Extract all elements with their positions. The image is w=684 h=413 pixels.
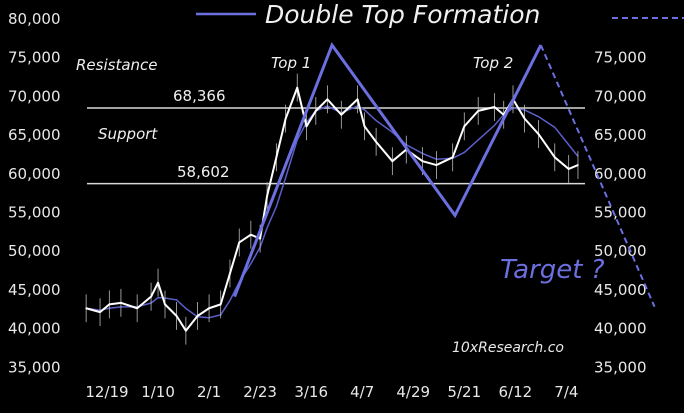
support-value: 58,602 — [177, 163, 230, 181]
y-tick-label: 50,000 — [8, 242, 61, 260]
x-tick-label: 4/7 — [350, 383, 374, 401]
price-point — [150, 295, 152, 298]
price-point — [553, 156, 556, 159]
y-tick-label-right: 65,000 — [594, 126, 647, 144]
price-point — [463, 125, 466, 128]
y-tick-label-right: 45,000 — [594, 281, 647, 299]
y-tick-label: 40,000 — [8, 320, 61, 338]
y-tick-label-right: 55,000 — [594, 204, 647, 222]
price-point — [266, 195, 268, 197]
x-tick-label: 3/16 — [294, 383, 328, 401]
y-tick-label: 60,000 — [8, 165, 61, 183]
top2-label: Top 2 — [473, 54, 513, 72]
price-point — [208, 307, 210, 310]
price-point — [356, 98, 359, 101]
price-point — [259, 237, 261, 240]
price-point — [305, 125, 308, 128]
price-point — [363, 125, 366, 128]
chart-title: Double Top Formation — [265, 0, 540, 29]
y-tick-label-right: 70,000 — [594, 87, 647, 105]
price-point — [196, 315, 199, 317]
x-tick-label: 5/21 — [447, 383, 481, 401]
y-tick-label-right: 40,000 — [594, 320, 647, 338]
x-tick-label: 12/19 — [85, 383, 128, 401]
price-point — [99, 311, 101, 313]
y-tick-label: 55,000 — [8, 204, 61, 222]
target-label: Target ? — [500, 255, 605, 285]
y-tick-label: 65,000 — [8, 126, 61, 144]
top1-label: Top 1 — [271, 54, 311, 72]
price-point — [567, 168, 570, 170]
x-tick-label: 7/4 — [554, 383, 578, 401]
double-top-pattern-line — [233, 41, 543, 298]
y-tick-label: 80,000 — [8, 10, 61, 28]
price-point — [296, 86, 299, 89]
price-point — [108, 303, 111, 306]
price-point — [219, 303, 222, 306]
y-tick-label-right: 35,000 — [594, 358, 647, 376]
price-point — [421, 160, 424, 162]
price-point — [477, 110, 480, 112]
price-point — [577, 164, 579, 166]
resistance-value: 68,366 — [173, 87, 226, 105]
x-tick-label: 4/29 — [396, 383, 430, 401]
x-tick-label: 1/10 — [141, 383, 175, 401]
price-point — [136, 307, 138, 310]
price-point — [537, 133, 540, 135]
support-label: Support — [98, 125, 158, 143]
resistance-label: Resistance — [76, 56, 158, 74]
price-point — [435, 164, 438, 166]
price-point — [164, 303, 166, 306]
price-point — [185, 329, 187, 332]
y-tick-label: 70,000 — [8, 87, 61, 105]
y-tick-label: 45,000 — [8, 281, 61, 299]
price-point — [315, 110, 317, 112]
price-point — [250, 233, 252, 236]
x-tick-label: 2/1 — [197, 383, 221, 401]
y-tick-label: 75,000 — [8, 49, 61, 67]
price-point — [175, 315, 178, 317]
price-point — [375, 141, 377, 143]
price-point — [284, 117, 287, 120]
price-point — [523, 117, 526, 120]
y-tick-label-right: 60,000 — [594, 165, 647, 183]
price-point — [391, 160, 394, 162]
y-tick-label-right: 75,000 — [594, 49, 647, 67]
y-tick-label: 35,000 — [8, 358, 61, 376]
price-point — [493, 106, 496, 108]
price-point — [238, 241, 241, 244]
price-point — [229, 272, 231, 275]
price-point — [326, 98, 329, 101]
price-point — [85, 307, 87, 310]
target-projection-line — [539, 44, 656, 308]
price-point — [340, 113, 343, 116]
x-tick-label: 2/23 — [243, 383, 277, 401]
source-watermark: 10xResearch.co — [452, 340, 564, 356]
price-point — [157, 281, 159, 284]
x-tick-label: 6/12 — [498, 383, 532, 401]
price-point — [120, 302, 122, 304]
price-point — [275, 156, 278, 159]
price-point — [451, 156, 454, 159]
